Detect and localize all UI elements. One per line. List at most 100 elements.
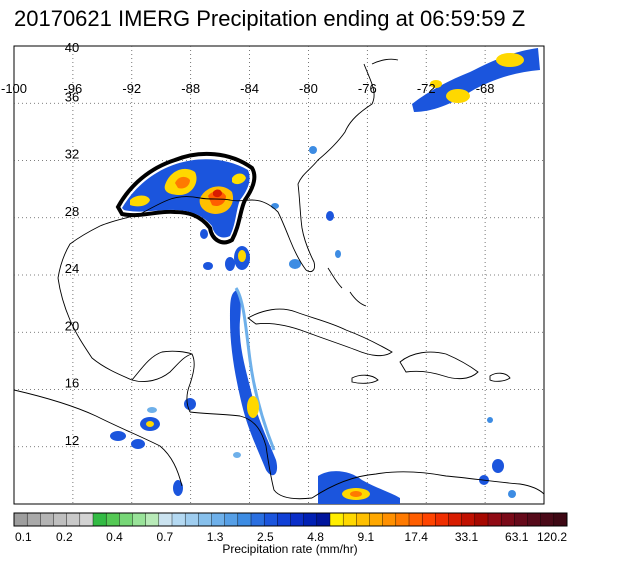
colorbar-swatch [553,512,568,527]
gulf-storm-red-core [213,189,222,198]
colorbar-swatch [527,512,542,527]
longitude-tick-label: -68 [476,81,495,96]
colorbar-tick-label: 0.4 [106,530,123,544]
gulf-storm-yellow-3 [130,195,150,207]
coast-gulf [57,196,307,279]
longitude-tick-label: -92 [122,81,141,96]
colorbar-swatch [13,512,28,527]
cell-gulf-a-core [238,250,246,262]
latitude-tick-label: 16 [65,376,79,391]
cell-belize [184,398,196,410]
colorbar-swatch [316,512,331,527]
colorbar-tick-label: 63.1 [505,530,529,544]
colorbar-swatch [40,512,55,527]
colorbar-tick-label: 4.8 [307,530,324,544]
colorbar-swatch [514,512,529,527]
colorbar-tick-label: 120.2 [537,530,567,544]
colorbar-swatch [263,512,278,527]
colorbar-swatch [421,512,436,527]
cell-costa-rica [233,452,241,458]
cell-atlantic-a [326,211,334,221]
colorbar-swatch [303,512,318,527]
colorbar-title: Precipitation rate (mm/hr) [222,542,357,556]
colorbar-swatch [198,512,213,527]
colorbar-swatch [92,512,107,527]
atlantic-core-b [496,53,524,67]
colorbar-swatch [395,512,410,527]
latitude-labels: 40 36 32 28 24 20 16 12 [65,40,79,448]
coast-mexico [57,277,195,413]
colorbar-swatch [53,512,68,527]
cell-east-d [508,490,516,498]
coast-jamaica [351,374,379,384]
coastlines [14,58,544,500]
cell-east-c [487,417,493,423]
colorbar-tick-label: 0.1 [15,530,32,544]
longitude-labels: -100 -96 -92 -88 -84 -80 -76 -72 -68 [1,81,495,96]
gulf-storm-contour [115,151,257,245]
caribbean-band [230,290,278,476]
caribbean-core [247,396,259,418]
colorbar [13,512,568,527]
colorbar-swatch [184,512,199,527]
graticule [14,46,544,504]
colorbar-swatch [26,512,41,527]
longitude-tick-label: -96 [63,81,82,96]
coast-pacific-mexico [14,389,183,487]
precipitation-field [110,48,540,504]
gulf-storm-yellow-4 [232,173,246,185]
coast-bahamas [327,267,367,307]
longitude-tick-label: -72 [417,81,436,96]
colorbar-tick-label: 1.3 [207,530,224,544]
cell-nicaragua [173,480,183,496]
cell-yucatan [147,407,157,413]
coast-central-america [189,411,313,500]
cell-gulf-c [203,262,213,270]
page-title: 20170621 IMERG Precipitation ending at 0… [14,6,526,31]
atlantic-core-a [446,89,470,103]
longitude-tick-label: -80 [299,81,318,96]
colorbar-swatch [500,512,515,527]
cell-florida-b [271,203,279,209]
colorbar-swatch [329,512,344,527]
colorbar-swatch [105,512,120,527]
colorbar-tick-label: 0.2 [56,530,73,544]
colorbar-swatch [342,512,357,527]
colorbar-swatch [250,512,265,527]
cell-honduras-b [110,431,126,441]
colorbar-tick-label: 33.1 [455,530,479,544]
cell-east-a [492,459,504,473]
caribbean-band-edge [234,287,276,451]
longitude-tick-label: -84 [240,81,259,96]
coast-yucatan [131,350,193,381]
colorbar-swatch [79,512,94,527]
cell-gulf-d [200,229,208,239]
colorbar-swatch [237,512,252,527]
colorbar-tick-label: 17.4 [405,530,429,544]
gulf-storm-orange-1 [175,176,190,189]
colorbar-swatch [132,512,147,527]
colorbar-swatch [448,512,463,527]
cell-honduras-c [131,439,145,449]
colorbar-swatch [290,512,305,527]
colorbar-swatch [119,512,134,527]
latitude-tick-label: 28 [65,204,79,219]
coast-cuba [247,308,393,357]
gulf-storm-blue [122,159,250,238]
longitude-tick-label: -100 [1,81,27,96]
latitude-tick-label: 32 [65,147,79,162]
latitude-tick-label: 36 [65,89,79,104]
colorbar-tick-label: 9.1 [358,530,375,544]
colorbar-swatch [461,512,476,527]
coast-long-island [371,58,399,65]
cell-honduras-a-core [146,421,154,427]
coast-us-atlantic [297,63,375,273]
colorbar-tick-label: 0.7 [156,530,173,544]
colorbar-swatch [540,512,555,527]
latitude-tick-label: 40 [65,40,79,55]
latitude-tick-label: 12 [65,433,79,448]
colorbar-swatch [158,512,173,527]
colorbar-labels: 0.1 0.2 0.4 0.7 1.3 2.5 4.8 9.1 17.4 33.1 63.1 120.… [15,530,567,544]
cell-atlantic-c [335,250,341,258]
